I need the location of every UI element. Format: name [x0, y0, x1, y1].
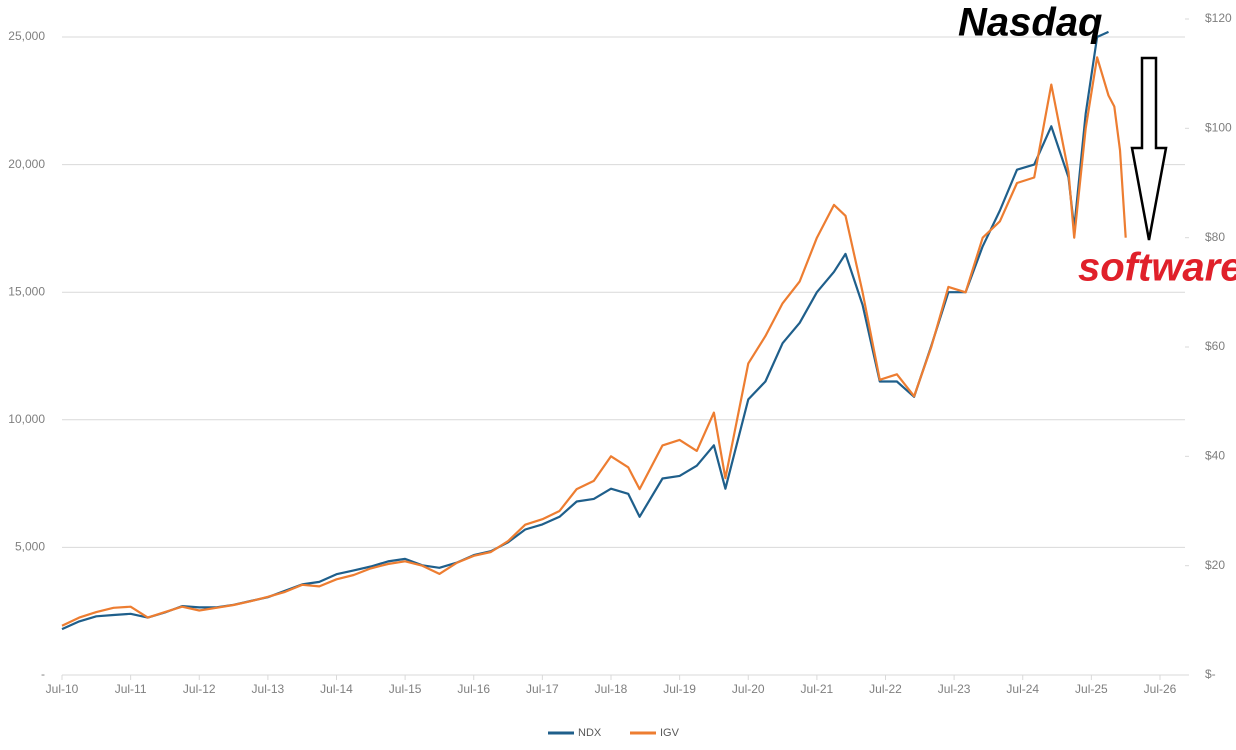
y-tick-label: 5,000: [15, 540, 45, 554]
y-tick-label: 25,000: [8, 29, 45, 43]
x-tick-label: Jul-13: [252, 682, 285, 696]
series-line: [61, 56, 1127, 627]
x-tick-label: Jul-22: [869, 682, 902, 696]
x-tick-label: Jul-14: [320, 682, 353, 696]
y2-tick-label: $60: [1205, 339, 1225, 353]
legend-label: NDX: [578, 727, 602, 739]
y-tick-label: 20,000: [8, 157, 45, 171]
y-tick-label: 15,000: [8, 284, 45, 298]
x-tick-label: Jul-19: [663, 682, 696, 696]
y2-tick-label: $20: [1205, 558, 1225, 572]
x-tick-label: Jul-12: [183, 682, 216, 696]
lines: [61, 30, 1127, 631]
x-tick-label: Jul-11: [115, 682, 147, 696]
series-line: [61, 30, 1109, 631]
down-arrow: [1130, 56, 1168, 241]
x-tick-label: Jul-26: [1144, 682, 1177, 696]
x-tick-label: Jul-24: [1006, 682, 1039, 696]
y2-tick-label: $-: [1205, 667, 1216, 681]
x-tick-label: Jul-20: [732, 682, 765, 696]
x-tick-label: Jul-10: [46, 682, 79, 696]
y2-tick-label: $40: [1205, 449, 1225, 463]
x-tick-label: Jul-15: [389, 682, 422, 696]
y-tick-label: -: [41, 667, 45, 681]
grid: [61, 18, 1189, 680]
y-tick-label: 10,000: [8, 412, 45, 426]
legend-label: IGV: [660, 727, 680, 739]
x-tick-label: Jul-18: [595, 682, 628, 696]
annotation-nasdaq: Nasdaq: [958, 1, 1103, 45]
x-tick-label: Jul-21: [801, 682, 834, 696]
x-tick-label: Jul-17: [526, 682, 559, 696]
x-tick-label: Jul-16: [457, 682, 490, 696]
y2-tick-label: $80: [1205, 230, 1225, 244]
x-tick-label: Jul-25: [1075, 682, 1108, 696]
x-tick-label: Jul-23: [938, 682, 971, 696]
annotation-software: software: [1078, 246, 1236, 290]
y2-tick-label: $100: [1205, 121, 1232, 135]
y2-tick-label: $120: [1205, 11, 1232, 25]
